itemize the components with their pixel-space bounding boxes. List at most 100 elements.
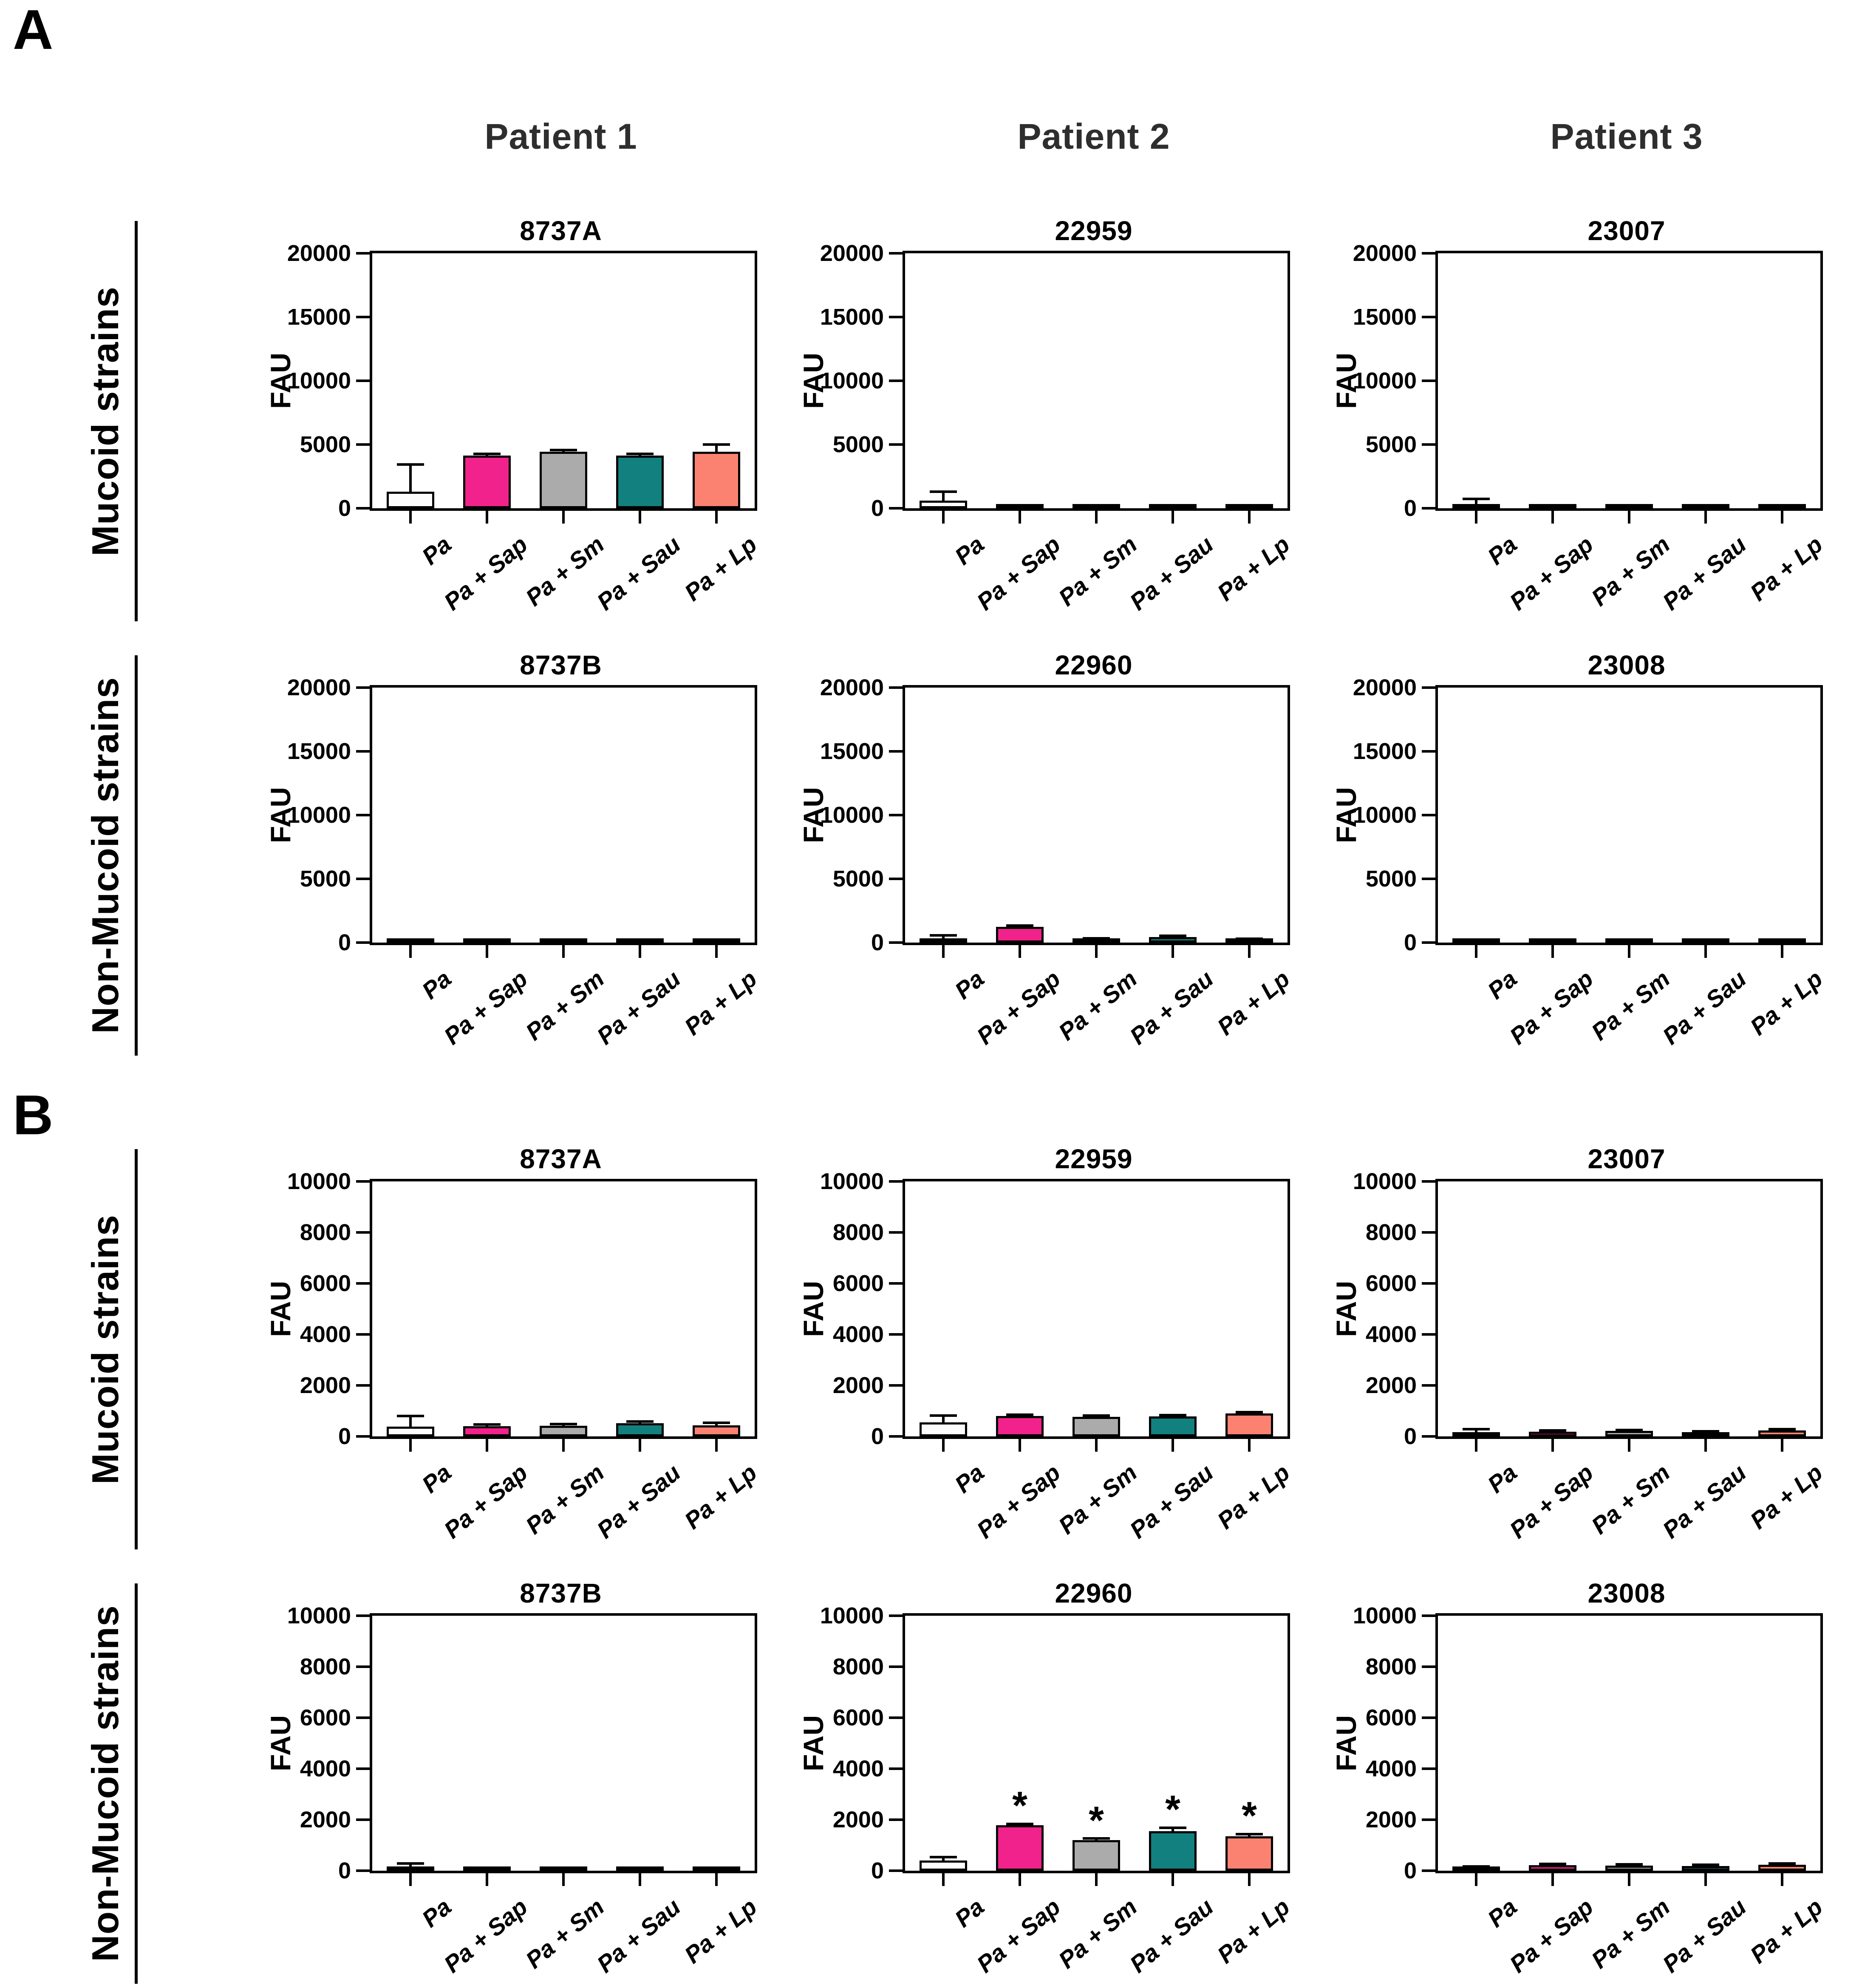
y-tick-label: 20000 [820, 675, 884, 700]
plot-area [370, 685, 757, 945]
bar-pa-sm [1072, 1840, 1120, 1871]
y-tick-label: 4000 [832, 1322, 884, 1347]
y-tick-label: 6000 [300, 1705, 351, 1730]
y-tick-mark [1422, 252, 1435, 255]
y-tick-mark [889, 1282, 903, 1285]
y-tick-mark [356, 1818, 370, 1821]
y-tick-mark [889, 507, 903, 510]
x-tick-label-pa: Pa [1482, 965, 1522, 1005]
x-tick-mark [562, 945, 565, 958]
y-tick-mark [1422, 1435, 1435, 1438]
y-tick-label: 10000 [1353, 1603, 1417, 1628]
chart-title: 23007 [1588, 1144, 1666, 1174]
chart-body: FAU 0 5000 10000 15000 20000 [263, 676, 796, 954]
x-tick-label-pa-lp: Pa + Lp [1745, 1893, 1828, 1969]
y-tick-label: 4000 [832, 1756, 884, 1781]
bar-pa-lp [1225, 1413, 1273, 1436]
y-tick-label: 2000 [1365, 1807, 1417, 1832]
y-axis: FAU 0 2000 4000 6000 8000 10000 [263, 1170, 370, 1448]
chart-body: FAU 0 2000 4000 6000 8000 10000 [263, 1604, 796, 1882]
chart-b-8737a: 8737A FAU 0 2000 4000 6000 8000 10000 Pa Pa + Sap… [263, 1136, 796, 1562]
error-bar-cap [930, 490, 957, 493]
y-tick-mark [889, 941, 903, 944]
x-tick-mark [562, 511, 565, 524]
chart-title: 23008 [1588, 650, 1666, 680]
bar-pa [1452, 938, 1500, 943]
x-tick-label-pa-lp: Pa + Lp [1745, 530, 1828, 606]
y-ticks: 0 5000 10000 15000 20000 [263, 676, 370, 954]
y-tick-label: 15000 [820, 739, 884, 764]
plot-area [903, 1179, 1290, 1439]
x-tick-mark [1551, 1439, 1554, 1452]
y-tick-label: 20000 [1353, 675, 1417, 700]
error-bar-cap [1616, 1863, 1643, 1866]
y-tick-label: 15000 [820, 304, 884, 330]
x-tick-mark [1628, 1873, 1630, 1886]
y-tick-mark [356, 878, 370, 880]
x-tick-label-pa-sap: Pa + Sap [439, 530, 533, 616]
y-tick-mark [1422, 507, 1435, 510]
y-tick-label: 0 [1404, 496, 1417, 521]
x-tick-mark [1781, 511, 1783, 524]
y-tick-label: 4000 [1365, 1756, 1417, 1781]
y-tick-mark [356, 1180, 370, 1183]
y-tick-mark [356, 1614, 370, 1617]
error-bar-cap [703, 1422, 730, 1424]
y-tick-mark [1422, 1869, 1435, 1872]
x-tick-label-pa-sap: Pa + Sap [439, 1458, 533, 1544]
row-label-cell: Non-Mucoid strains [0, 643, 263, 1068]
error-bar-cap [1236, 1411, 1263, 1413]
chart-body: FAU 0 2000 4000 6000 8000 10000 [1329, 1604, 1862, 1882]
y-axis: FAU 0 5000 10000 15000 20000 [263, 676, 370, 954]
chart-title: 22960 [1055, 1578, 1133, 1609]
chart-a-23007: 23007 FAU 0 5000 10000 15000 20000 Pa Pa + Sap Pa… [1329, 208, 1862, 634]
y-tick-label: 0 [871, 1858, 884, 1883]
bar-pa-sau [1682, 504, 1729, 508]
error-bar [1475, 1429, 1477, 1433]
x-tick-label-pa-sap: Pa + Sap [1504, 1893, 1599, 1978]
error-bar-cap [1769, 1428, 1796, 1431]
x-tick-label-pa: Pa [1482, 1893, 1522, 1933]
error-bar-cap [1236, 1832, 1263, 1835]
panel-b: B Mucoid strains 8737A FAU 0 2000 4000 6000 80… [0, 1085, 1862, 1988]
row-label-mucoid-a: Mucoid strains [84, 286, 126, 556]
y-tick-mark [356, 1333, 370, 1336]
bar-pa-lp [693, 1866, 740, 1871]
x-tick-mark [639, 1439, 641, 1452]
y-tick-label: 6000 [1365, 1705, 1417, 1730]
y-tick-label: 6000 [300, 1271, 351, 1296]
x-axis: Pa Pa + Sap Pa + Sm Pa + Sau Pa + Lp [263, 1439, 796, 1562]
y-tick-mark [1422, 878, 1435, 880]
y-tick-label: 5000 [300, 432, 351, 457]
y-tick-mark [889, 443, 903, 446]
x-tick-label-pa-lp: Pa + Lp [1745, 1458, 1828, 1535]
y-ticks: 0 5000 10000 15000 20000 [263, 242, 370, 520]
chart-a-8737a: 8737A FAU 0 5000 10000 15000 20000 Pa Pa + Sap Pa… [263, 208, 796, 634]
x-tick-label-pa-sap: Pa + Sap [971, 965, 1066, 1050]
panel-b-label: B [13, 1084, 54, 1146]
x-tick-label-pa-lp: Pa + Lp [679, 1893, 762, 1969]
bar-pa-sm [540, 1866, 587, 1871]
y-tick-mark [356, 750, 370, 753]
bar-pa-sm [540, 938, 587, 943]
chart-body: FAU 0 2000 4000 6000 8000 10000 * * * * [796, 1604, 1329, 1882]
x-axis: Pa Pa + Sap Pa + Sm Pa + Sau Pa + Lp [1329, 945, 1862, 1068]
y-tick-label: 4000 [300, 1322, 351, 1347]
x-tick-mark [715, 1439, 718, 1452]
x-tick-mark [1704, 511, 1707, 524]
row-label-nonmucoid-b: Non-Mucoid strains [84, 1605, 126, 1962]
error-bar [1172, 1827, 1174, 1831]
y-tick-mark [1422, 379, 1435, 382]
bar-pa-sau [616, 455, 664, 508]
significance-asterisk: * [1089, 1799, 1104, 1843]
x-tick-mark [1019, 945, 1021, 958]
error-bar-cap [1159, 935, 1186, 937]
bar-pa-sm [1072, 504, 1120, 508]
patient-2-header: Patient 2 [1017, 116, 1170, 156]
x-tick-label-pa: Pa [949, 530, 989, 570]
bar-pa-sap [463, 1866, 511, 1871]
x-tick-mark [1172, 1873, 1174, 1886]
x-tick-label-pa-sau: Pa + Sau [1657, 965, 1752, 1050]
plot-area [903, 251, 1290, 511]
bar-pa-sm [1605, 504, 1653, 508]
